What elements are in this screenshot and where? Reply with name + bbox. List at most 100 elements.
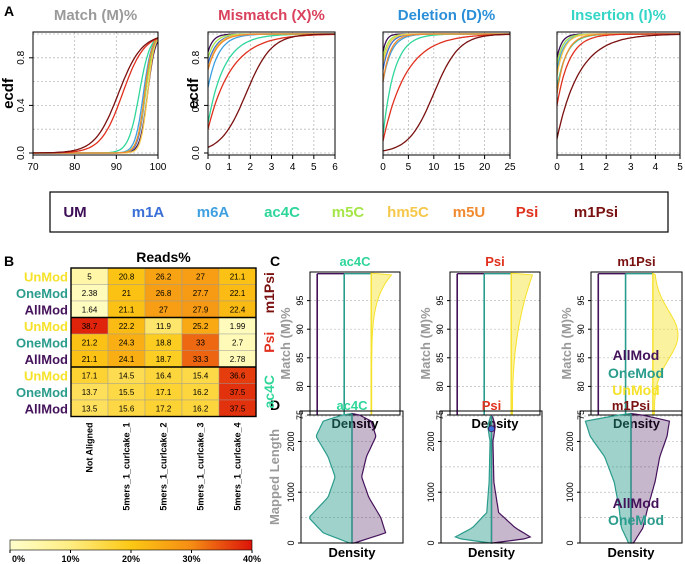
ecdf-line-m1A <box>556 33 680 64</box>
y-axis-label: Match (M)% <box>559 307 574 380</box>
heatmap-value: 13.5 <box>82 404 98 413</box>
heatmap-value: 36.6 <box>230 371 246 380</box>
tick-label-y: 0.4 <box>16 98 27 112</box>
violin-frame <box>579 410 683 544</box>
ecdf-line-m1Psi <box>382 33 510 152</box>
heatmap-row-label: OneMod <box>16 286 68 301</box>
heatmap-group-label: Psi <box>261 332 277 353</box>
tick-label-x: 10 <box>428 162 440 173</box>
tick-label-y: 85 <box>435 353 445 363</box>
tick-label-y: 0.0 <box>16 146 27 160</box>
heatmap-row-label: AllMod <box>25 352 68 367</box>
heatmap-value: 22.1 <box>230 289 246 298</box>
heatmap-value: 37.5 <box>230 404 246 413</box>
heatmap-value: 21.1 <box>119 305 135 314</box>
heatmap-value: 2.78 <box>230 355 246 364</box>
heatmap-value: 18.8 <box>156 338 172 347</box>
ecdf-match-panel: Match (M)% 70 80 90 100 0.0 0.4 0.8 ecdf <box>0 7 167 173</box>
violin-UnMod <box>370 272 393 416</box>
tick-label-y: 1000 <box>565 482 575 502</box>
heatmap-value: 21.1 <box>230 272 246 281</box>
violin-legend-UnMod: UnMod <box>612 382 659 398</box>
violin-outlier-mark <box>488 425 495 433</box>
panel-letter-d: D <box>270 397 280 413</box>
heatmap-value: 26.8 <box>156 289 172 298</box>
legend-item-m5U: m5U <box>453 204 486 221</box>
legend-item-m1Psi: m1Psi <box>574 204 618 221</box>
violin-OneMod <box>453 414 493 544</box>
legend-item-UM: UM <box>63 204 86 221</box>
heatmap-value: 16.2 <box>193 404 209 413</box>
ecdf-line-m5C <box>556 33 680 64</box>
violin-frame <box>590 271 683 416</box>
y-axis-label: Match (M)% <box>418 307 433 380</box>
reads-heatmap: Reads% 5 20.8 26.2 27 21.1 UnMod 2.38 21 26.8 27.7… <box>9 249 277 564</box>
scale-tick-label: 0% <box>12 554 25 564</box>
heatmap-value: 21.2 <box>82 338 98 347</box>
heatmap-column-label: 5mers_1_curlcake_4 <box>233 423 243 511</box>
ecdf-line-m6A <box>556 33 680 70</box>
tick-label-y: 95 <box>435 296 445 306</box>
heatmap-value: 21.1 <box>82 355 98 364</box>
tick-label-y: 0 <box>286 540 296 545</box>
plot-frame <box>382 31 511 156</box>
tick-label-y: 90 <box>295 324 305 334</box>
heatmap-value: 17.1 <box>156 388 172 397</box>
violin-frame <box>449 271 541 416</box>
tick-label-y: 85 <box>576 353 586 363</box>
heatmap-value: 33 <box>196 338 205 347</box>
tick-label-x: 5 <box>406 162 412 173</box>
ecdf-line-m1Psi <box>33 37 159 154</box>
y-axis-label: ecdf <box>0 77 17 109</box>
heatmap-title: Reads% <box>136 249 191 265</box>
length-violin-panels: ac4C Density 0 1000 2000 Mapped Length Psi Dens… <box>267 398 683 560</box>
tick-label-x: 70 <box>27 162 39 173</box>
heatmap-value: 18.7 <box>156 355 172 364</box>
y-axis-label: ecdf <box>185 77 202 109</box>
scale-tick-label: 10% <box>61 554 79 564</box>
tick-label-x: 20 <box>479 162 491 173</box>
legend-item-m6A: m6A <box>197 204 230 221</box>
tick-label-x: 5 <box>677 162 683 173</box>
heatmap-column-label: 5mers_1_curlcake_1 <box>122 423 132 511</box>
tick-label-y: 0.8 <box>16 50 27 64</box>
heatmap-row-label: AllMod <box>25 302 68 317</box>
heatmap-value: 24.1 <box>119 355 135 364</box>
tick-label-x: 4 <box>653 162 659 173</box>
heatmap-value: 17.1 <box>82 371 98 380</box>
heatmap-value: 37.5 <box>230 388 246 397</box>
tick-label-y: 75 <box>435 410 445 420</box>
tick-label-y: 0.8 <box>191 50 202 64</box>
scale-tick-label: 20% <box>122 554 140 564</box>
tick-label-x: 1 <box>226 162 232 173</box>
tick-label-y: 90 <box>435 324 445 334</box>
heatmap-group-label: ac4C <box>261 375 277 408</box>
ecdf-deletion-panel: Deletion (D)% 0 5 10 15 20 25 <box>380 7 516 173</box>
tick-label-y: 1000 <box>286 482 296 502</box>
heatmap-column-label: 5mers_1_curlcake_2 <box>159 423 169 511</box>
heatmap-value: 5 <box>87 272 92 281</box>
heatmap-column-label: Not Aligned <box>85 423 95 473</box>
violin-header-Psi: Psi <box>482 398 502 413</box>
tick-label-y: 90 <box>576 324 586 334</box>
violin-AllMod <box>630 412 671 544</box>
violin-header-Psi: Psi <box>485 254 505 269</box>
violin-frame <box>300 410 404 544</box>
tick-label-x: 3 <box>269 162 275 173</box>
heatmap-frame <box>70 267 257 418</box>
ecdf-title: Match (M)% <box>54 7 137 24</box>
heatmap-value: 2.7 <box>232 338 244 347</box>
ecdf-insertion-panel: Insertion (I)% 0 1 2 3 4 5 <box>554 7 683 173</box>
heatmap-row-label: AllMod <box>25 401 68 416</box>
scale-tick-label: 40% <box>243 554 261 564</box>
ecdf-line-Psi <box>556 33 680 106</box>
violin-frame <box>440 410 543 544</box>
ecdf-title: Mismatch (X)% <box>218 7 325 24</box>
tick-label-y: 75 <box>295 410 305 420</box>
ecdf-title: Deletion (D)% <box>398 7 496 24</box>
heatmap-row-label: UnMod <box>24 319 68 334</box>
tick-label-y: 0.4 <box>191 98 202 112</box>
tick-label-y: 80 <box>435 381 445 391</box>
heatmap-row-label: UnMod <box>24 368 68 383</box>
